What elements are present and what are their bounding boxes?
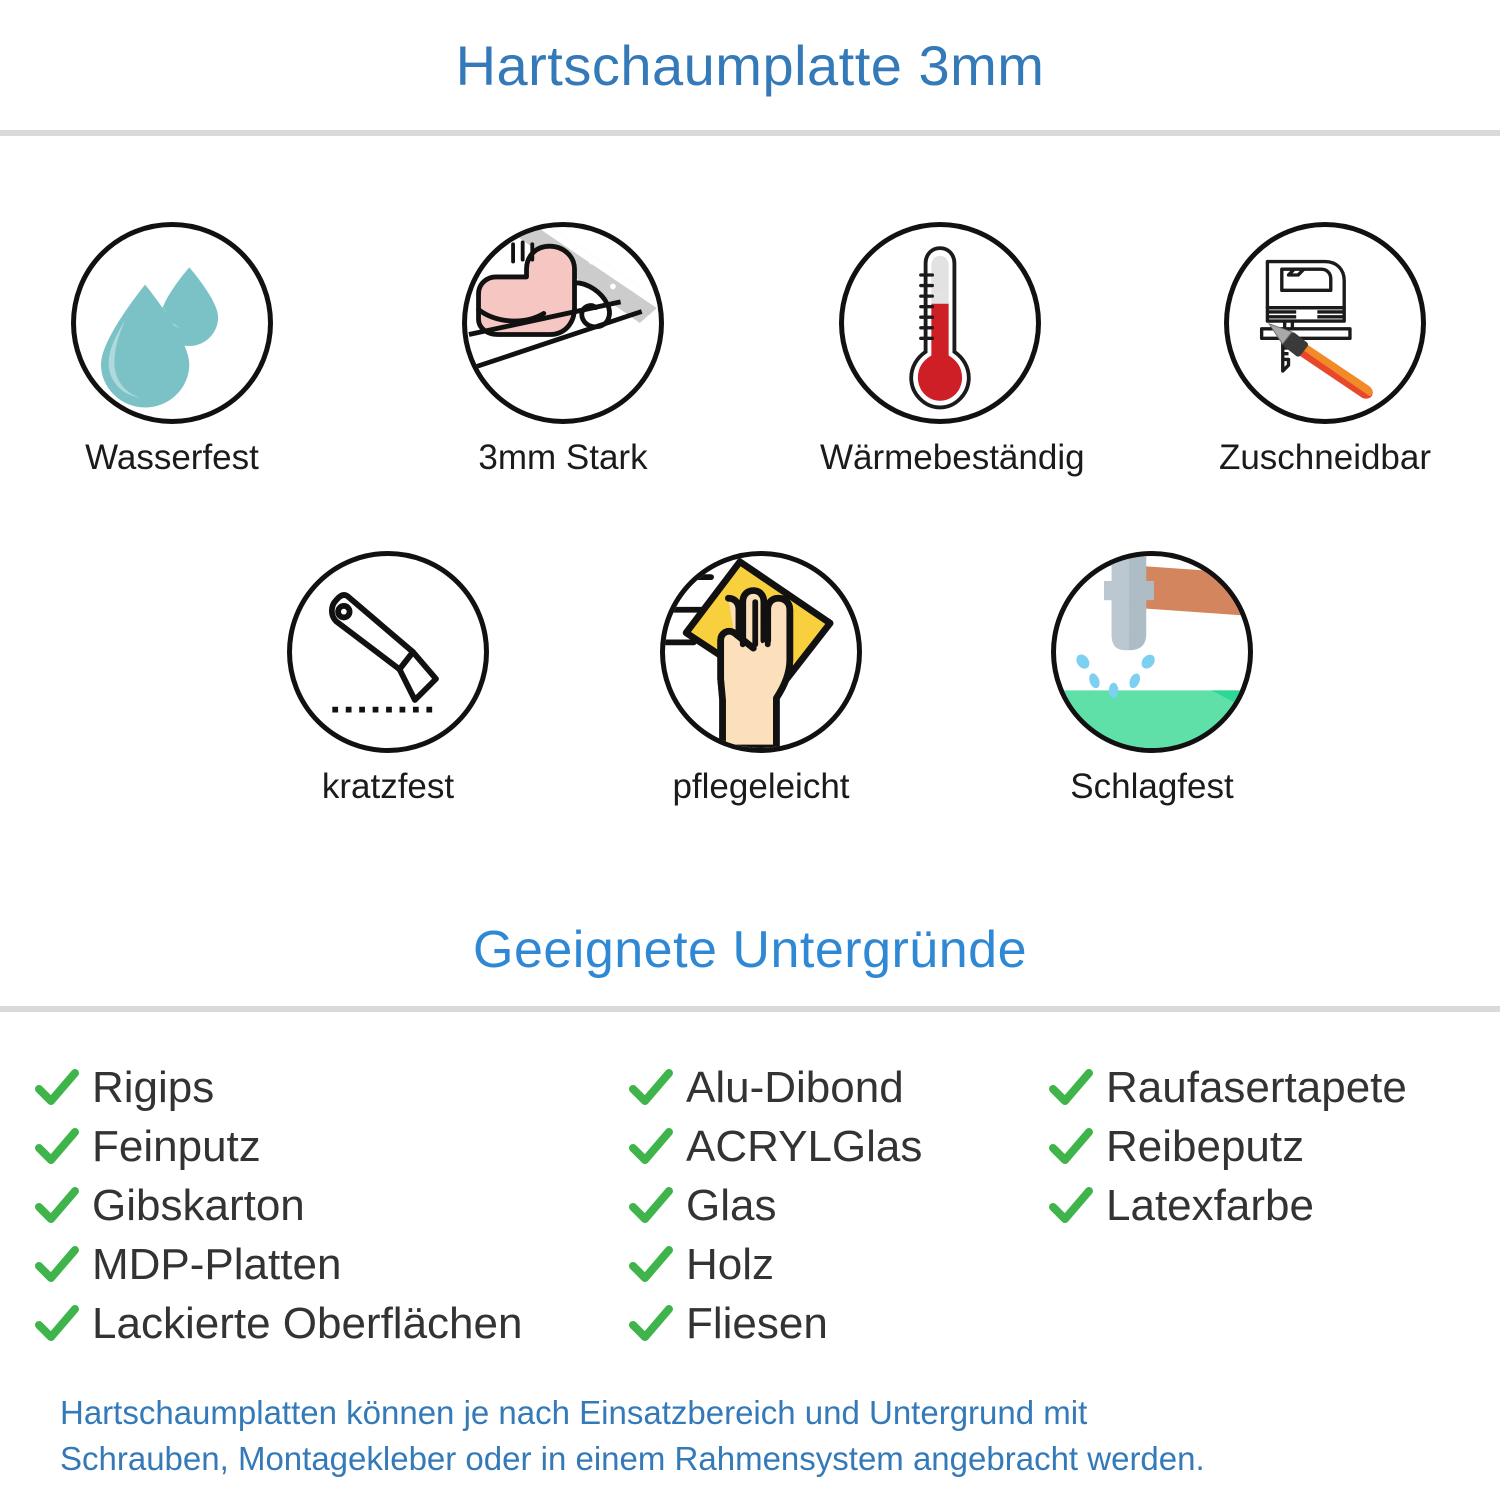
- flexed-bicep-icon: [468, 227, 659, 370]
- list-item: Latexfarbe: [1048, 1176, 1407, 1235]
- list-item: Glas: [628, 1176, 922, 1235]
- list-item-label: Lackierte Oberflächen: [92, 1298, 523, 1348]
- check-icon: [629, 1127, 673, 1164]
- feature-icon-circle: [839, 222, 1041, 424]
- feature-zuschneidbar: Zuschneidbar: [1205, 222, 1445, 478]
- hand-cloth-icon: [665, 558, 834, 748]
- divider-middle: [0, 1006, 1500, 1012]
- list-item: Fliesen: [628, 1294, 922, 1353]
- feature-wasserfest: Wasserfest: [52, 222, 292, 478]
- check-icon: [1049, 1068, 1093, 1105]
- feature-icon-circle: [1051, 551, 1253, 753]
- substrate-checklist: Rigips Feinputz Gibskarton MDP-Platten L…: [0, 1058, 1500, 1358]
- feature-icon-circle: [1224, 222, 1426, 424]
- check-icon: [35, 1186, 79, 1223]
- feature-icon-circle: [71, 222, 273, 424]
- list-item-label: Rigips: [92, 1062, 215, 1112]
- feature-label: Schlagfest: [1070, 767, 1234, 806]
- check-icon: [1049, 1127, 1093, 1164]
- check-icon: [35, 1245, 79, 1282]
- check-icon: [629, 1245, 673, 1282]
- jigsaw-knife-icon: [1259, 259, 1373, 399]
- feature-kratzfest: kratzfest: [268, 551, 508, 807]
- list-item: Feinputz: [34, 1117, 522, 1176]
- feature-waermebestaendig: Wärmebeständig: [820, 222, 1085, 478]
- feature-label: Wärmebeständig: [820, 438, 1085, 477]
- list-item: MDP-Platten: [34, 1235, 522, 1294]
- divider-top: [0, 130, 1500, 136]
- water-drops-icon: [100, 267, 219, 408]
- list-item: Gibskarton: [34, 1176, 522, 1235]
- footer-note: Hartschaumplatten können je nach Einsatz…: [60, 1390, 1460, 1481]
- list-item-label: Alu-Dibond: [686, 1062, 904, 1112]
- page-title: Hartschaumplatte 3mm: [455, 34, 1045, 97]
- list-item: ACRYLGlas: [628, 1117, 922, 1176]
- feature-label: pflegeleicht: [672, 767, 850, 806]
- list-item: Alu-Dibond: [628, 1058, 922, 1117]
- footer-line-1: Hartschaumplatten können je nach Einsatz…: [60, 1394, 1088, 1431]
- feature-schlagfest: Schlagfest: [1032, 551, 1272, 807]
- feature-label: Zuschneidbar: [1218, 438, 1432, 477]
- check-icon: [629, 1304, 673, 1341]
- list-item-label: Reibeputz: [1106, 1121, 1305, 1171]
- list-item: Reibeputz: [1048, 1117, 1407, 1176]
- substrate-column-2: Alu-Dibond ACRYLGlas Glas Holz Fliesen: [628, 1058, 922, 1353]
- list-item: Holz: [628, 1235, 922, 1294]
- section-title: Geeignete Untergründe: [473, 921, 1027, 979]
- list-item-label: ACRYLGlas: [686, 1121, 923, 1171]
- feature-icon-circle: [660, 551, 862, 753]
- list-item-label: Fliesen: [686, 1298, 828, 1348]
- check-icon: [629, 1186, 673, 1223]
- feature-label: Wasserfest: [85, 438, 259, 477]
- footer-line-2: Schrauben, Montagekleber oder in einem R…: [60, 1439, 1205, 1477]
- list-item-label: Raufasertapete: [1106, 1062, 1407, 1112]
- feature-3mm-stark: 3mm Stark: [443, 222, 683, 478]
- feature-label: 3mm Stark: [478, 438, 648, 477]
- cutter-knife-icon: [328, 592, 439, 713]
- feature-pflegeleicht: pflegeleicht: [641, 551, 881, 807]
- substrate-column-3: Raufasertapete Reibeputz Latexfarbe: [1048, 1058, 1407, 1235]
- check-icon: [35, 1304, 79, 1341]
- list-item: Rigips: [34, 1058, 522, 1117]
- check-icon: [35, 1068, 79, 1105]
- list-item-label: Feinputz: [92, 1121, 261, 1171]
- thermometer-icon: [909, 246, 971, 410]
- substrate-column-1: Rigips Feinputz Gibskarton MDP-Platten L…: [34, 1058, 522, 1353]
- feature-label: kratzfest: [321, 767, 455, 806]
- check-icon: [1049, 1186, 1093, 1223]
- list-item-label: Gibskarton: [92, 1180, 305, 1230]
- check-icon: [629, 1068, 673, 1105]
- list-item-label: Latexfarbe: [1106, 1180, 1314, 1230]
- list-item: Lackierte Oberflächen: [34, 1294, 522, 1353]
- feature-icon-circle: [287, 551, 489, 753]
- feature-icon-circle: [462, 222, 664, 424]
- hammer-impact-icon: [1056, 556, 1248, 748]
- list-item-label: MDP-Platten: [92, 1239, 342, 1289]
- check-icon: [35, 1127, 79, 1164]
- list-item-label: Holz: [686, 1239, 775, 1289]
- list-item-label: Glas: [686, 1180, 777, 1230]
- list-item: Raufasertapete: [1048, 1058, 1407, 1117]
